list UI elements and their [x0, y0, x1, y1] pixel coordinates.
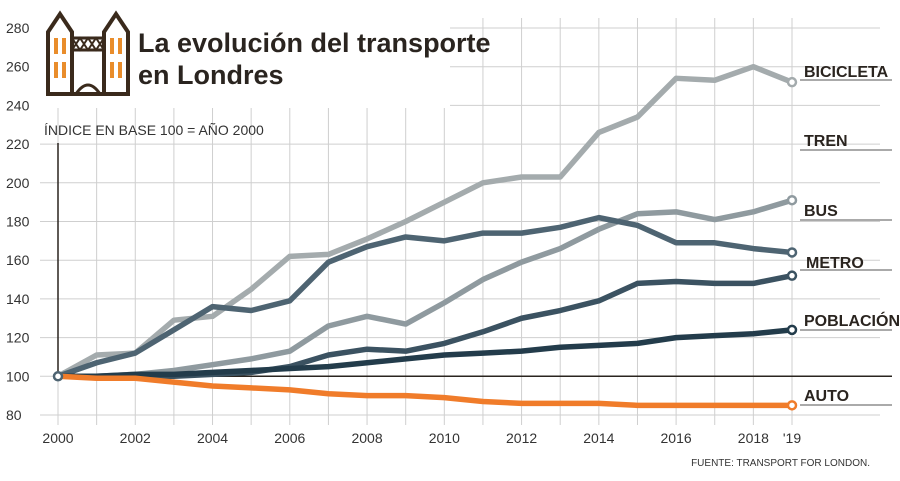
x-tick-label: 2008 — [351, 430, 382, 446]
y-tick-label: 100 — [6, 368, 30, 384]
series-label-metro: METRO — [806, 255, 864, 272]
series-end-marker-auto — [786, 400, 798, 411]
y-tick-label: 280 — [6, 20, 30, 36]
title-backdrop — [30, 0, 450, 108]
series-lines — [52, 63, 798, 411]
y-tick-label: 260 — [6, 59, 30, 75]
chart-title-line-2: en Londres — [138, 60, 284, 90]
series-end-marker-bicicleta — [786, 76, 798, 88]
x-tick-label: 2014 — [583, 430, 614, 446]
x-tick-label: 2012 — [506, 430, 537, 446]
series-end-marker-metro — [786, 270, 798, 281]
start-marker — [52, 371, 64, 382]
tower-bridge-icon — [46, 10, 130, 96]
series-label-poblacion: POBLACIÓN — [804, 311, 900, 330]
y-axis-label: ÍNDICE EN BASE 100 = AÑO 2000 — [44, 122, 264, 138]
series-label-auto: AUTO — [804, 388, 849, 405]
y-tick-label: 180 — [6, 214, 30, 230]
series-line-bicicleta — [55, 63, 795, 380]
y-tick-label: 220 — [6, 136, 30, 152]
x-tick-label: 2004 — [197, 430, 228, 446]
y-tick-label: 240 — [6, 97, 30, 113]
y-tick-label: 80 — [6, 407, 22, 423]
x-tick-label: 2002 — [120, 430, 151, 446]
x-tick-label: 2016 — [661, 430, 692, 446]
x-tick-label: 2010 — [429, 430, 460, 446]
y-tick-label: 160 — [6, 252, 30, 268]
series-line-poblacion — [55, 327, 795, 380]
y-axis-ticks: 80 100 120 140 160 180 200 220 240 260 280 — [6, 20, 30, 423]
series-label-bus: BUS — [804, 203, 838, 220]
y-tick-label: 200 — [6, 175, 30, 191]
series-end-marker-tren — [786, 194, 798, 206]
series-end-marker-poblacion — [786, 324, 798, 336]
y-tick-label: 140 — [6, 291, 30, 307]
series-labels: BICICLETA TREN BUS METRO POBLACIÓN AUTO — [800, 64, 900, 406]
x-tick-label: '19 — [783, 430, 801, 446]
series-line-bus — [55, 214, 795, 380]
series-label-tren: TREN — [804, 133, 848, 150]
series-line-tren — [55, 197, 795, 380]
series-label-bicicleta: BICICLETA — [804, 64, 889, 81]
x-tick-label: 2018 — [738, 430, 769, 446]
series-end-marker-bus — [786, 247, 798, 258]
source-note: FUENTE: TRANSPORT FOR LONDON. — [691, 458, 870, 469]
y-tick-label: 120 — [6, 330, 30, 346]
x-tick-label: 2006 — [274, 430, 305, 446]
series-line-auto — [55, 373, 795, 409]
x-tick-label: 2000 — [42, 430, 73, 446]
x-axis-ticks: 2000 2002 2004 2006 2008 2010 2012 2014 2016 2018… — [42, 430, 801, 446]
chart-title-line-1: La evolución del transporte — [138, 28, 491, 58]
